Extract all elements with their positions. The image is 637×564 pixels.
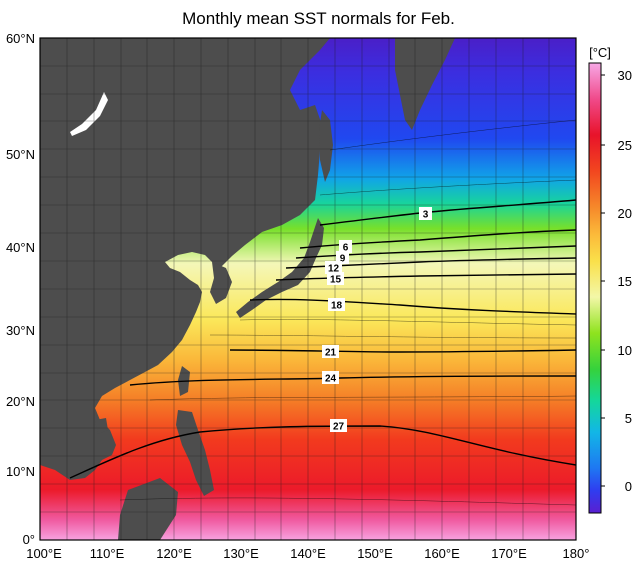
- lat-tick-0: 0°: [23, 532, 35, 547]
- lat-tick-10N: 10°N: [6, 464, 35, 479]
- lon-tick-160E: 160°E: [424, 546, 460, 561]
- hainan: [95, 418, 108, 434]
- lon-tick-140E: 140°E: [290, 546, 326, 561]
- lat-tick-50N: 50°N: [6, 147, 35, 162]
- sakhalin: [319, 110, 333, 182]
- lon-tick-150E: 150°E: [357, 546, 393, 561]
- lon-tick-130E: 130°E: [223, 546, 259, 561]
- colorbar-tick-30: 30: [618, 68, 632, 83]
- colorbar-tick-25: 25: [618, 138, 632, 153]
- lon-tick-180: 180°: [563, 546, 590, 561]
- isotherm-label-18: 18: [331, 301, 343, 312]
- latitude-axis: 60°N 50°N 40°N 30°N 20°N 10°N 0°: [6, 31, 35, 547]
- isotherm-24: [129, 375, 576, 386]
- longitude-axis: 100°E 110°E 120°E 130°E 140°E 150°E 160°…: [26, 546, 589, 561]
- isotherm-label-24: 24: [325, 374, 337, 385]
- lat-tick-30N: 30°N: [6, 323, 35, 338]
- borneo: [118, 478, 178, 540]
- isotherm-label-6: 6: [343, 243, 349, 254]
- kamchatka: [395, 38, 455, 130]
- lat-tick-20N: 20°N: [6, 394, 35, 409]
- asia-landmass: [40, 38, 330, 480]
- colorbar-tick-20: 20: [618, 206, 632, 221]
- map-title: Monthly mean SST normals for Feb.: [182, 9, 455, 28]
- isotherm-18: [249, 298, 576, 315]
- colorbar-tick-0: 0: [625, 479, 632, 494]
- colorbar-tick-15: 15: [618, 274, 632, 289]
- map-frame: [39, 37, 577, 541]
- colorbar: [°C] 30 25 20 15 10 5 0: [588, 45, 632, 514]
- isotherm-label-9: 9: [340, 254, 346, 265]
- minor-isotherms: [119, 119, 576, 506]
- lon-tick-120E: 120°E: [156, 546, 192, 561]
- colorbar-scale: [588, 62, 602, 514]
- japan-islands: [236, 218, 324, 318]
- lon-tick-100E: 100°E: [26, 546, 62, 561]
- isotherm-27: [69, 425, 576, 479]
- lon-tick-170E: 170°E: [491, 546, 527, 561]
- lat-tick-40N: 40°N: [6, 240, 35, 255]
- isotherm-label-12: 12: [328, 264, 340, 275]
- lat-lon-grid: [40, 38, 576, 540]
- colorbar-tick-10: 10: [618, 343, 632, 358]
- korea-peninsula: [210, 262, 232, 304]
- isotherm-label-21: 21: [325, 348, 337, 359]
- isotherm-15: [275, 273, 576, 281]
- lon-tick-110E: 110°E: [90, 546, 125, 561]
- lat-tick-60N: 60°N: [6, 31, 35, 46]
- isotherm-label-15: 15: [330, 275, 342, 286]
- colorbar-unit: [°C]: [589, 45, 611, 60]
- isotherm-label-3: 3: [423, 210, 429, 221]
- sea-of-okhotsk-ice-island: [70, 92, 108, 136]
- philippines: [176, 410, 214, 496]
- isotherm-label-group: 3 6 9 12 15 18 21 24 27: [322, 207, 432, 433]
- colorbar-tick-5: 5: [625, 411, 632, 426]
- isotherm-label-27: 27: [333, 422, 345, 433]
